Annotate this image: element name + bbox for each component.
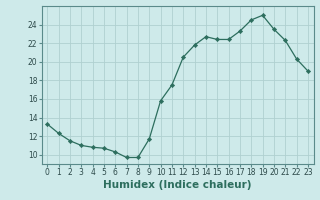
X-axis label: Humidex (Indice chaleur): Humidex (Indice chaleur) xyxy=(103,180,252,190)
